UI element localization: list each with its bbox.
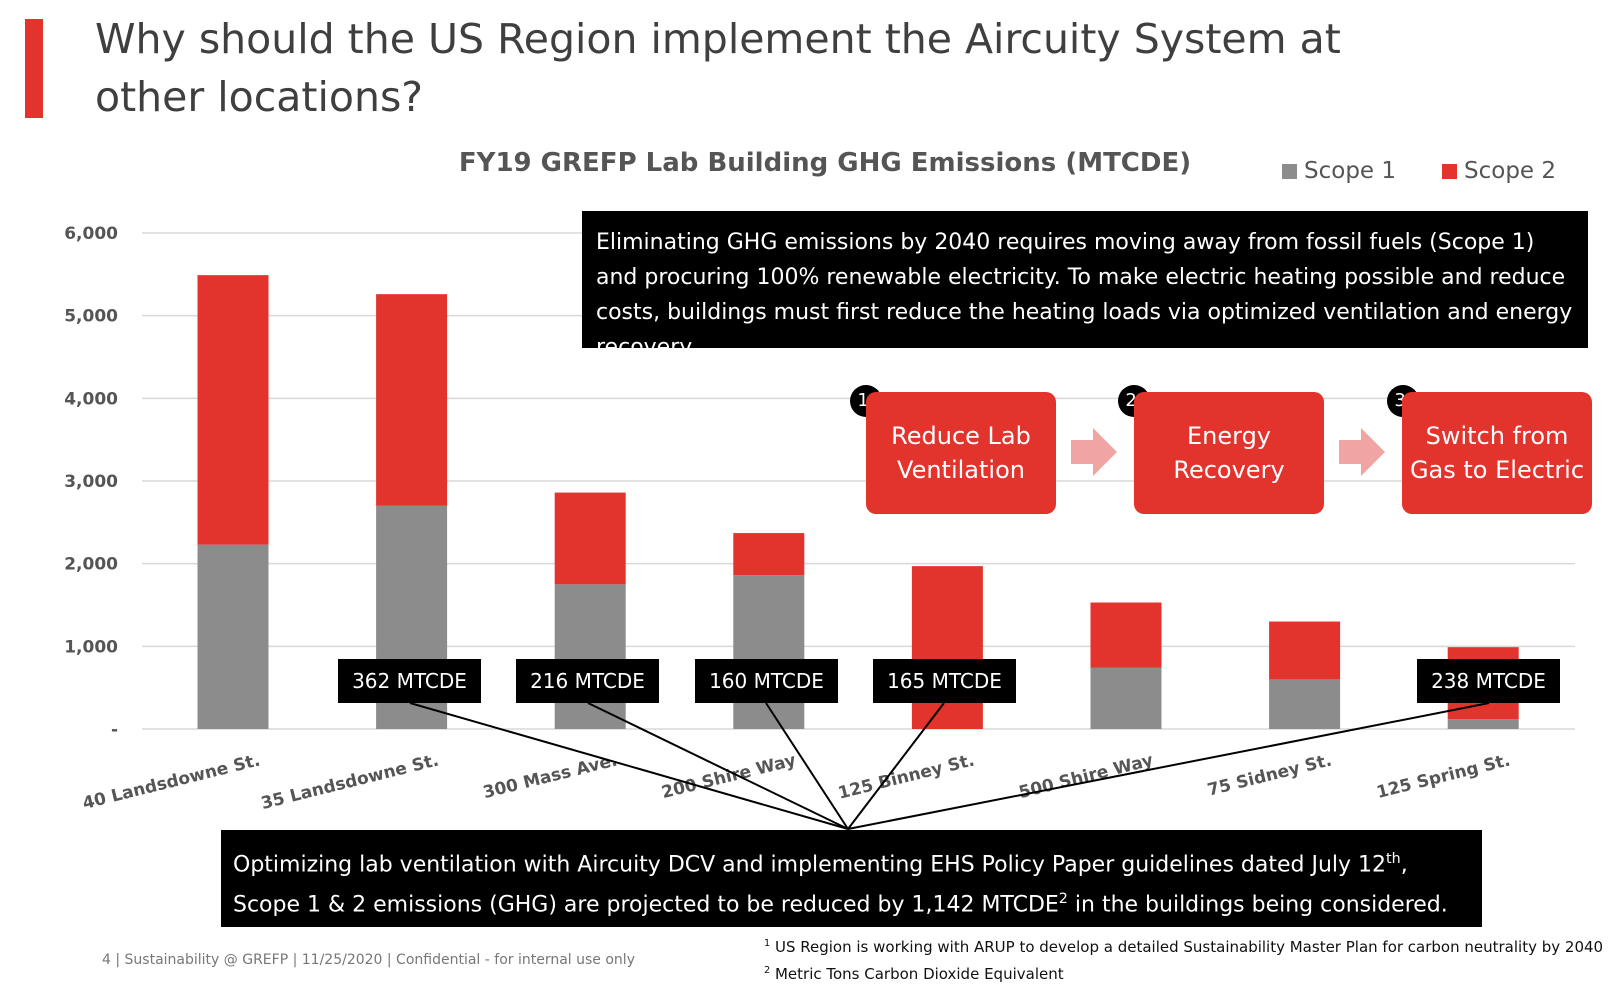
annotation-label-125-spring: 238 MTCDE <box>1417 659 1560 703</box>
bottom-callout-text-2: , Scope 1 & 2 emissions (GHG) are projec… <box>233 852 1408 918</box>
bar-scope1 <box>554 584 626 729</box>
legend-swatch-scope1 <box>1282 163 1297 179</box>
bar-scope2 <box>376 294 448 506</box>
step-3-box: Switch from Gas to Electric <box>1402 392 1592 514</box>
y-tick-label: - <box>111 720 118 740</box>
footnote-2-text: Metric Tons Carbon Dioxide Equivalent <box>770 965 1064 983</box>
y-tick-label: 5,000 <box>64 307 118 327</box>
slide-title: Why should the US Region implement the A… <box>95 15 1341 121</box>
x-tick-label: 125 Binney St. <box>836 750 976 803</box>
footer-text: 4 | Sustainability @ GREFP | 11/25/2020 … <box>102 952 635 968</box>
accent-bar <box>25 19 43 118</box>
connector-line <box>765 702 849 830</box>
connector-line <box>409 702 849 830</box>
annotation-label-300-mass: 216 MTCDE <box>516 659 659 703</box>
legend-swatch-scope2 <box>1442 163 1458 179</box>
y-tick-label: 1,000 <box>64 637 118 657</box>
step-arrow <box>1339 428 1385 476</box>
legend-item-scope2: Scope 2 <box>1442 158 1556 184</box>
y-tick-label: 6,000 <box>64 224 118 244</box>
step-arrow <box>1071 428 1117 476</box>
bar-scope2 <box>911 566 983 729</box>
connector-line <box>847 702 945 830</box>
top-callout: Eliminating GHG emissions by 2040 requir… <box>582 211 1588 360</box>
x-tick-label: 125 Spring St. <box>1375 750 1513 803</box>
bottom-callout: Optimizing lab ventilation with Aircuity… <box>221 830 1482 927</box>
step-2-box: Energy Recovery <box>1134 392 1324 514</box>
connector-line <box>847 702 1490 830</box>
y-tick-label: 4,000 <box>64 389 118 409</box>
x-tick-label: 500 Shire Way <box>1017 750 1155 803</box>
step-1-box: Reduce Lab Ventilation <box>866 392 1056 514</box>
bar-scope2 <box>733 533 805 576</box>
bar-scope1 <box>733 575 805 729</box>
bar-scope2 <box>1269 621 1341 680</box>
bar-scope1 <box>1447 719 1519 729</box>
y-tick-label: 2,000 <box>64 555 118 575</box>
connector-line <box>587 702 849 830</box>
x-tick-label: 40 Landsdowne St. <box>81 750 263 813</box>
legend-label-scope2: Scope 2 <box>1464 158 1557 184</box>
bottom-callout-sup-1: th <box>1386 851 1401 867</box>
bar-scope1 <box>1090 667 1162 729</box>
footnotes: 1 US Region is working with ARUP to deve… <box>764 932 1603 986</box>
footnote-1-text: US Region is working with ARUP to develo… <box>770 938 1604 956</box>
chart-legend: Scope 1 Scope 2 <box>1282 158 1556 184</box>
x-tick-label: 35 Landsdowne St. <box>259 750 441 813</box>
bar-scope1 <box>1269 679 1341 729</box>
footnote-1: 1 US Region is working with ARUP to deve… <box>764 932 1603 959</box>
x-tick-label: 75 Sidney St. <box>1205 750 1333 800</box>
bottom-callout-text-3: in the buildings being considered. <box>1067 892 1448 918</box>
annotation-label-125-binney: 165 MTCDE <box>873 659 1016 703</box>
bottom-callout-sup-2: 2 <box>1058 891 1068 908</box>
legend-item-scope1: Scope 1 <box>1282 158 1396 184</box>
x-tick-label: 300 Mass Ave. <box>481 750 619 803</box>
legend-label-scope1: Scope 1 <box>1304 158 1397 184</box>
footnote-2: 2 Metric Tons Carbon Dioxide Equivalent <box>764 959 1603 986</box>
bar-scope2 <box>1090 602 1162 668</box>
bar-scope2 <box>197 275 269 545</box>
y-tick-label: 3,000 <box>64 472 118 492</box>
footnote-2-mark: 2 <box>764 965 771 976</box>
bottom-callout-text-1: Optimizing lab ventilation with Aircuity… <box>233 852 1387 878</box>
footnote-1-mark: 1 <box>764 938 771 949</box>
annotation-label-40-landsdowne: 362 MTCDE <box>338 659 481 703</box>
annotation-label-200-shire: 160 MTCDE <box>695 659 838 703</box>
bar-scope1 <box>197 544 269 729</box>
bar-scope2 <box>554 492 626 585</box>
chart-title: FY19 GREFP Lab Building GHG Emissions (M… <box>458 148 1192 178</box>
